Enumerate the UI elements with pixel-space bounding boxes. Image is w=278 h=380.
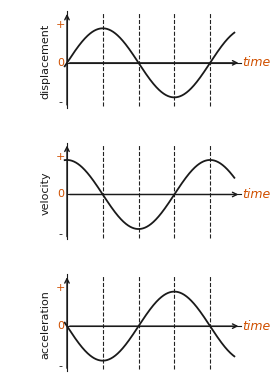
Text: +: + xyxy=(56,20,65,30)
Text: 0: 0 xyxy=(57,58,64,68)
Text: acceleration: acceleration xyxy=(40,290,50,359)
Text: -: - xyxy=(59,361,63,371)
Text: displacement: displacement xyxy=(40,24,50,99)
Text: -: - xyxy=(59,229,63,239)
Text: time: time xyxy=(242,188,270,201)
Text: velocity: velocity xyxy=(40,171,50,215)
Text: 0: 0 xyxy=(57,190,64,200)
Text: time: time xyxy=(242,320,270,332)
Text: +: + xyxy=(56,152,65,162)
Text: +: + xyxy=(56,283,65,293)
Text: time: time xyxy=(242,56,270,69)
Text: 0: 0 xyxy=(57,321,64,331)
Text: -: - xyxy=(59,98,63,108)
